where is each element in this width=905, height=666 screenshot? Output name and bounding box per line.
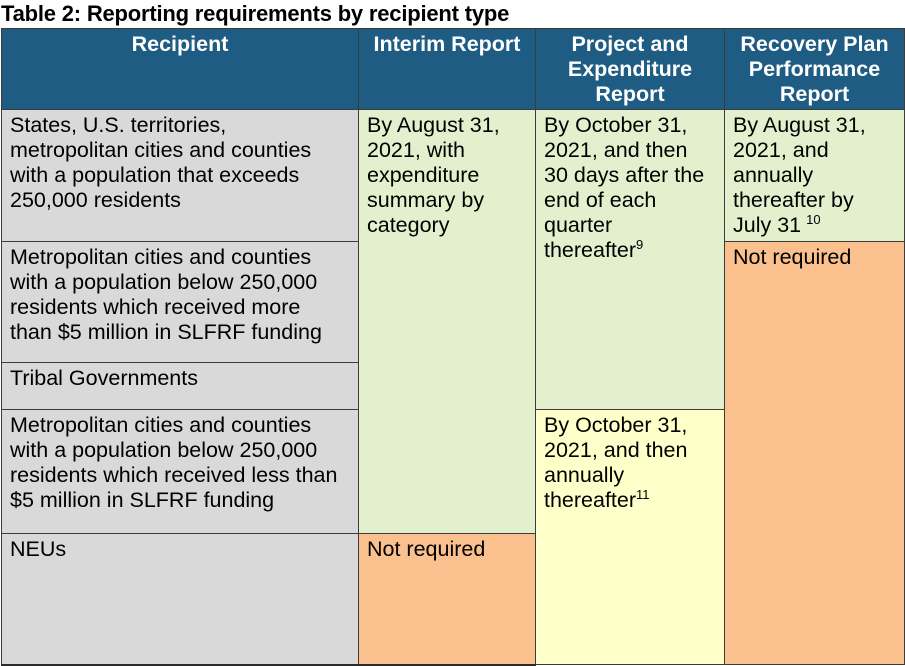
cell-text: By October 31, 2021, and then 30 days af… <box>544 113 705 262</box>
table-title: Table 2: Reporting requirements by recip… <box>1 1 510 26</box>
cell-pe-quarterly-deadline: By October 31, 2021, and then 30 days af… <box>535 109 725 410</box>
header-row: Recipient Interim Report Project and Exp… <box>1 28 905 110</box>
header-recipient: Recipient <box>1 28 359 110</box>
table-row: Metropolitan cities and counties with a … <box>1 241 905 665</box>
cell-recipient-states-territories: States, U.S. territories, metropolitan c… <box>1 109 359 242</box>
table-row: NEUs Not required <box>1 533 905 666</box>
cell-text: By August 31, 2021, with expenditure sum… <box>367 113 500 237</box>
cell-text: By August 31, 2021, and annually thereaf… <box>733 113 866 237</box>
table-row: Tribal Governments <box>1 362 905 410</box>
cell-recipient-tribal-governments: Tribal Governments <box>1 362 359 410</box>
footnote-ref-10: 10 <box>806 211 821 227</box>
table-row: States, U.S. territories, metropolitan c… <box>1 109 905 534</box>
cell-recipient-neus: NEUs <box>1 533 359 666</box>
cell-pe-annual-deadline: By October 31, 2021, and then annually t… <box>535 409 725 665</box>
reporting-requirements-table: Recipient Interim Report Project and Exp… <box>1 28 905 666</box>
header-project-expenditure-report: Project and Expenditure Report <box>535 28 725 110</box>
cell-recipient-metro-below-5m: Metropolitan cities and counties with a … <box>1 409 359 534</box>
header-interim-report: Interim Report <box>358 28 536 110</box>
cell-interim-deadline: By August 31, 2021, with expenditure sum… <box>358 109 536 534</box>
cell-interim-not-required: Not required <box>358 533 536 666</box>
cell-recovery-plan-deadline: By August 31, 2021, and annually thereaf… <box>724 109 905 242</box>
header-recovery-plan-report: Recovery Plan Performance Report <box>724 28 905 110</box>
footnote-ref-9: 9 <box>636 236 644 252</box>
footnote-ref-11: 11 <box>636 486 650 502</box>
cell-recovery-not-required: Not required <box>724 241 905 665</box>
cell-text: By October 31, 2021, and then annually t… <box>544 413 688 512</box>
cell-recipient-metro-above-5m: Metropolitan cities and counties with a … <box>1 241 359 363</box>
